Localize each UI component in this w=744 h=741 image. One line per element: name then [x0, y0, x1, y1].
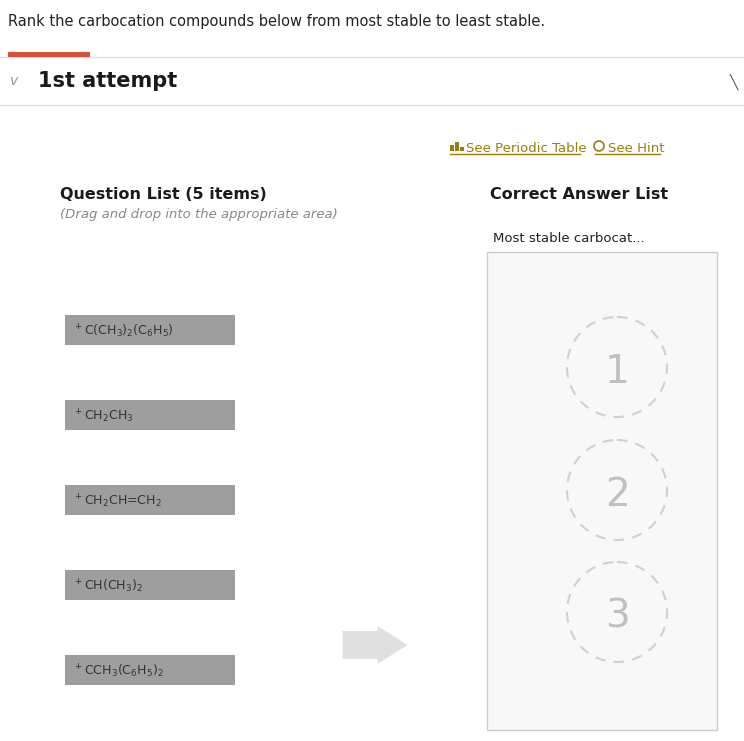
- Circle shape: [567, 562, 667, 662]
- Bar: [65, 570, 235, 600]
- Text: (Drag and drop into the appropriate area): (Drag and drop into the appropriate area…: [60, 208, 338, 221]
- Text: 1: 1: [605, 353, 629, 391]
- Text: v: v: [10, 74, 19, 88]
- Polygon shape: [342, 626, 408, 664]
- Bar: [65, 400, 235, 430]
- Bar: [8, 52, 90, 57]
- Text: $^+$C(CH$_3$)$_2$(C$_6$H$_5$): $^+$C(CH$_3$)$_2$(C$_6$H$_5$): [73, 322, 174, 339]
- Text: $^+$CH$_2$CH=CH$_2$: $^+$CH$_2$CH=CH$_2$: [73, 492, 162, 510]
- Text: Question List (5 items): Question List (5 items): [60, 187, 267, 202]
- Text: Correct Answer List: Correct Answer List: [490, 187, 668, 202]
- Bar: [65, 655, 235, 685]
- Bar: [65, 485, 235, 515]
- Bar: [65, 315, 235, 345]
- Circle shape: [567, 317, 667, 417]
- Bar: [450, 145, 454, 151]
- Bar: [455, 142, 459, 151]
- Text: $^+$CH$_2$CH$_3$: $^+$CH$_2$CH$_3$: [73, 408, 133, 425]
- Text: Rank the carbocation compounds below from most stable to least stable.: Rank the carbocation compounds below fro…: [8, 14, 545, 29]
- Text: 2: 2: [605, 476, 629, 514]
- Text: Most stable carbocat...: Most stable carbocat...: [493, 232, 644, 245]
- Text: $^+$CH(CH$_3$)$_2$: $^+$CH(CH$_3$)$_2$: [73, 577, 143, 595]
- Bar: [487, 252, 717, 730]
- Text: 1st attempt: 1st attempt: [38, 71, 177, 91]
- Text: See Hint: See Hint: [608, 142, 664, 155]
- Text: $^+$CCH$_3$(C$_6$H$_5$)$_2$: $^+$CCH$_3$(C$_6$H$_5$)$_2$: [73, 662, 164, 679]
- Text: ╲: ╲: [730, 74, 738, 90]
- Bar: [460, 147, 464, 151]
- Text: See Periodic Table: See Periodic Table: [466, 142, 586, 155]
- Circle shape: [567, 440, 667, 540]
- Text: 3: 3: [605, 598, 629, 636]
